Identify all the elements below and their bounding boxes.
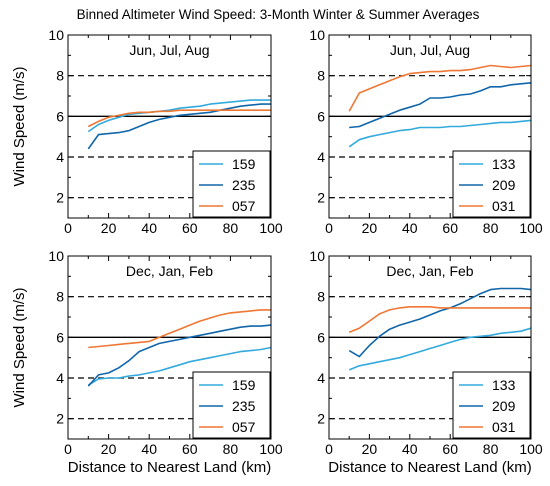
y-tick-label: 8 [56,289,64,305]
y-tick-label: 6 [56,108,64,124]
x-tick-label: 100 [259,220,283,236]
chart-panel-winter-left: 0 20 40 60 80 100 2 4 6 8 10 Dec, Jan, Feb Wind Spee… [11,248,283,476]
x-tick-label: 0 [325,220,333,236]
series-line-057 [87,109,271,128]
y-tick-label: 10 [48,27,64,43]
x-tick-label: 0 [64,441,72,457]
y-tick-label: 2 [56,190,64,206]
y-tick-label: 2 [317,190,325,206]
x-axis-label: Distance to Nearest Land (km) [68,459,271,476]
legend-label-159: 159 [232,377,256,393]
x-tick-label: 0 [325,441,333,457]
x-tick-label: 60 [442,441,458,457]
panel-title: Jun, Jul, Aug [129,42,209,58]
x-tick-label: 20 [101,441,117,457]
x-tick-label: 0 [64,220,72,236]
y-tick-label: 4 [317,149,325,165]
x-tick-label: 60 [182,220,198,236]
x-tick-label: 60 [182,441,198,457]
legend-label-057: 057 [232,198,256,214]
x-tick-label: 40 [402,441,418,457]
legend-label-209: 209 [492,398,516,414]
series-line-235 [87,103,271,150]
y-tick-label: 6 [317,108,325,124]
series-line-031 [348,64,532,112]
x-tick-label: 80 [223,441,239,457]
y-tick-label: 4 [56,370,64,386]
panel-title: Jun, Jul, Aug [390,42,470,58]
series-line-133 [348,327,532,371]
series-line-159 [87,99,271,133]
panel-title: Dec, Jan, Feb [386,263,473,279]
x-tick-label: 20 [101,220,117,236]
series-line-057 [88,309,271,349]
legend: 159 235 057 [192,371,271,439]
x-tick-label: 100 [519,220,543,236]
legend-label-209: 209 [492,177,516,193]
legend: 159 235 057 [192,150,271,218]
legend-label-031: 031 [492,419,516,435]
x-tick-label: 80 [483,220,499,236]
x-tick-label: 60 [442,220,458,236]
legend-label-133: 133 [492,156,516,172]
legend: 133 209 031 [452,371,531,439]
series-line-133 [348,119,532,148]
y-tick-label: 8 [317,289,325,305]
legend: 133 209 031 [452,150,531,218]
series-line-209 [348,287,532,358]
y-tick-label: 2 [56,411,64,427]
series-line-235 [87,324,272,387]
panel-title: Dec, Jan, Feb [126,263,213,279]
legend-label-031: 031 [492,198,516,214]
x-tick-label: 20 [362,441,378,457]
y-tick-label: 8 [317,68,325,84]
y-tick-label: 4 [317,370,325,386]
chart-panel-summer-left: 0 20 40 60 80 100 2 4 6 8 10 Jun, Jul, Aug Wind Spee… [11,27,283,236]
legend-label-133: 133 [492,377,516,393]
legend-label-057: 057 [232,419,256,435]
x-tick-label: 20 [362,220,378,236]
series-line-209 [349,82,532,129]
legend-label-159: 159 [232,156,256,172]
y-axis-label: Wind Speed (m/s) [11,287,28,407]
y-tick-label: 6 [56,329,64,345]
x-tick-label: 40 [141,220,157,236]
x-tick-label: 80 [223,220,239,236]
y-tick-label: 2 [317,411,325,427]
y-tick-label: 10 [309,248,325,264]
x-axis-label: Distance to Nearest Land (km) [328,459,531,476]
x-tick-label: 40 [402,220,418,236]
x-tick-label: 40 [141,441,157,457]
legend-label-235: 235 [232,177,256,193]
chart-panel-summer-right: 0 20 40 60 80 100 2 4 6 8 10 Jun, Jul, Aug 133 209 031 [309,27,542,236]
series-line-159 [87,346,272,386]
figure-title: Binned Altimeter Wind Speed: 3-Month Win… [77,7,480,22]
x-tick-label: 100 [519,441,543,457]
y-tick-label: 10 [48,248,64,264]
x-tick-label: 100 [259,441,283,457]
chart-panel-winter-right: 0 20 40 60 80 100 2 4 6 8 10 Dec, Jan, Feb Distance … [309,248,542,476]
y-tick-label: 4 [56,149,64,165]
series-line-031 [348,305,531,334]
x-tick-label: 80 [483,441,499,457]
y-axis-label: Wind Speed (m/s) [11,66,28,186]
legend-label-235: 235 [232,398,256,414]
y-tick-label: 6 [317,329,325,345]
y-tick-label: 10 [309,27,325,43]
y-tick-label: 8 [56,68,64,84]
